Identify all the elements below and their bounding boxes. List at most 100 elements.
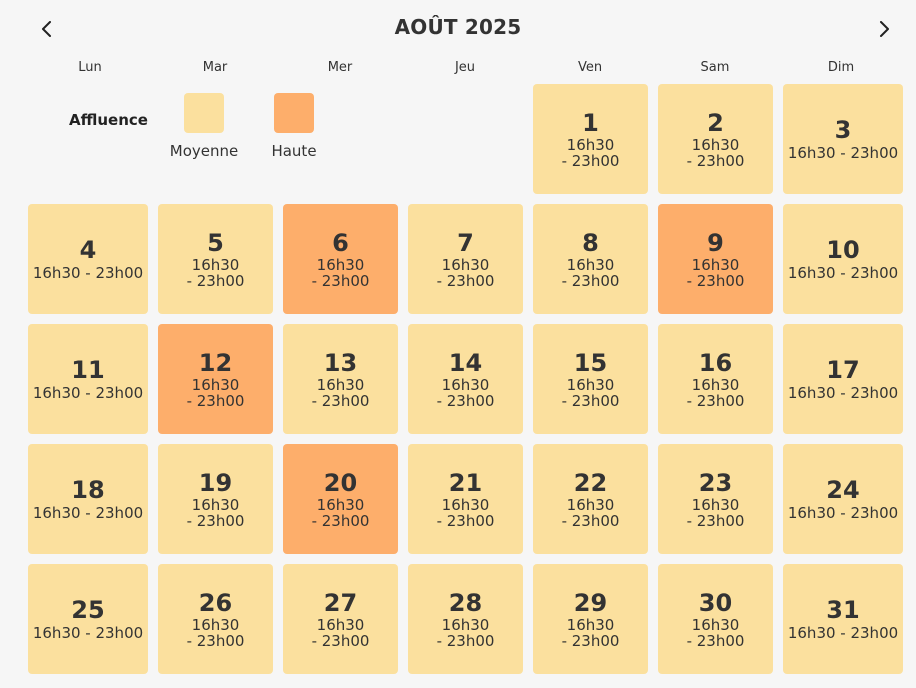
day-number: 6 bbox=[332, 228, 349, 257]
day-hours: 16h30 - 23h00 bbox=[311, 615, 370, 650]
day-hours: 16h30 - 23h00 bbox=[436, 375, 495, 410]
day-number: 31 bbox=[826, 596, 860, 624]
day-hours: 16h30 - 23h00 bbox=[686, 495, 745, 530]
day-number: 10 bbox=[826, 236, 860, 264]
calendar-day-19[interactable]: 19 16h30 - 23h00 bbox=[158, 444, 273, 554]
day-number: 21 bbox=[448, 468, 483, 497]
day-number: 18 bbox=[71, 476, 105, 504]
day-hours: 16h30 - 23h00 bbox=[787, 144, 899, 162]
day-number: 25 bbox=[71, 596, 105, 624]
calendar-day-15[interactable]: 15 16h30 - 23h00 bbox=[533, 324, 648, 434]
day-hours: 16h30 - 23h00 bbox=[561, 135, 620, 170]
day-hours: 16h30 - 23h00 bbox=[186, 615, 245, 650]
day-number: 29 bbox=[573, 588, 608, 617]
calendar-day-30[interactable]: 30 16h30 - 23h00 bbox=[658, 564, 773, 674]
calendar-day-1[interactable]: 1 16h30 - 23h00 bbox=[533, 84, 648, 194]
calendar-day-20[interactable]: 20 16h30 - 23h00 bbox=[283, 444, 398, 554]
day-number: 12 bbox=[198, 348, 233, 377]
day-hours: 16h30 - 23h00 bbox=[32, 264, 144, 282]
day-number: 17 bbox=[826, 356, 860, 384]
day-number: 27 bbox=[323, 588, 358, 617]
day-hours: 16h30 - 23h00 bbox=[561, 255, 620, 290]
day-number: 5 bbox=[207, 228, 224, 257]
day-number: 30 bbox=[698, 588, 733, 617]
day-number: 3 bbox=[834, 116, 852, 144]
calendar-day-28[interactable]: 28 16h30 - 23h00 bbox=[408, 564, 523, 674]
day-number: 23 bbox=[698, 468, 733, 497]
day-hours: 16h30 - 23h00 bbox=[32, 384, 144, 402]
calendar-day-12[interactable]: 12 16h30 - 23h00 bbox=[158, 324, 273, 434]
calendar-day-11[interactable]: 11 16h30 - 23h00 bbox=[28, 324, 148, 434]
day-number: 24 bbox=[826, 476, 860, 504]
calendar-day-6[interactable]: 6 16h30 - 23h00 bbox=[283, 204, 398, 314]
calendar-day-26[interactable]: 26 16h30 - 23h00 bbox=[158, 564, 273, 674]
day-hours: 16h30 - 23h00 bbox=[561, 615, 620, 650]
day-hours: 16h30 - 23h00 bbox=[186, 255, 245, 290]
day-hours: 16h30 - 23h00 bbox=[561, 375, 620, 410]
day-hours: 16h30 - 23h00 bbox=[686, 375, 745, 410]
calendar-day-27[interactable]: 27 16h30 - 23h00 bbox=[283, 564, 398, 674]
day-hours: 16h30 - 23h00 bbox=[32, 504, 144, 522]
calendar-day-24[interactable]: 24 16h30 - 23h00 bbox=[783, 444, 903, 554]
day-hours: 16h30 - 23h00 bbox=[787, 384, 899, 402]
calendar-day-23[interactable]: 23 16h30 - 23h00 bbox=[658, 444, 773, 554]
calendar-day-31[interactable]: 31 16h30 - 23h00 bbox=[783, 564, 903, 674]
day-hours: 16h30 - 23h00 bbox=[311, 255, 370, 290]
calendar-day-2[interactable]: 2 16h30 - 23h00 bbox=[658, 84, 773, 194]
calendar-day-17[interactable]: 17 16h30 - 23h00 bbox=[783, 324, 903, 434]
day-number: 16 bbox=[698, 348, 733, 377]
calendar-day-9[interactable]: 9 16h30 - 23h00 bbox=[658, 204, 773, 314]
weekday-label: Lun bbox=[78, 60, 102, 75]
calendar-day-14[interactable]: 14 16h30 - 23h00 bbox=[408, 324, 523, 434]
legend-title: Affluence bbox=[69, 111, 148, 129]
day-hours: 16h30 - 23h00 bbox=[436, 495, 495, 530]
calendar-day-4[interactable]: 4 16h30 - 23h00 bbox=[28, 204, 148, 314]
day-hours: 16h30 - 23h00 bbox=[311, 495, 370, 530]
day-hours: 16h30 - 23h00 bbox=[686, 615, 745, 650]
calendar-day-18[interactable]: 18 16h30 - 23h00 bbox=[28, 444, 148, 554]
day-number: 8 bbox=[582, 228, 599, 257]
calendar-day-21[interactable]: 21 16h30 - 23h00 bbox=[408, 444, 523, 554]
legend-swatch-high bbox=[274, 93, 314, 133]
calendar-day-10[interactable]: 10 16h30 - 23h00 bbox=[783, 204, 903, 314]
calendar-day-22[interactable]: 22 16h30 - 23h00 bbox=[533, 444, 648, 554]
day-number: 19 bbox=[198, 468, 233, 497]
legend-swatch-medium bbox=[184, 93, 224, 133]
calendar-day-29[interactable]: 29 16h30 - 23h00 bbox=[533, 564, 648, 674]
calendar-day-5[interactable]: 5 16h30 - 23h00 bbox=[158, 204, 273, 314]
calendar-day-3[interactable]: 3 16h30 - 23h00 bbox=[783, 84, 903, 194]
calendar-day-7[interactable]: 7 16h30 - 23h00 bbox=[408, 204, 523, 314]
calendar-header: AOÛT 2025 bbox=[0, 0, 916, 58]
legend-label-medium: Moyenne bbox=[169, 142, 239, 160]
calendar-day-25[interactable]: 25 16h30 - 23h00 bbox=[28, 564, 148, 674]
calendar-day-13[interactable]: 13 16h30 - 23h00 bbox=[283, 324, 398, 434]
day-hours: 16h30 - 23h00 bbox=[186, 495, 245, 530]
weekday-header-row: Lun Mar Mer Jeu Ven Sam Dim bbox=[0, 60, 916, 78]
next-month-button[interactable] bbox=[869, 14, 899, 44]
previous-month-button[interactable] bbox=[32, 14, 62, 44]
day-number: 28 bbox=[448, 588, 483, 617]
calendar-day-8[interactable]: 8 16h30 - 23h00 bbox=[533, 204, 648, 314]
day-number: 1 bbox=[582, 108, 599, 137]
day-hours: 16h30 - 23h00 bbox=[686, 255, 745, 290]
chevron-right-icon bbox=[880, 21, 889, 37]
day-hours: 16h30 - 23h00 bbox=[436, 255, 495, 290]
day-number: 2 bbox=[707, 108, 724, 137]
chevron-left-icon bbox=[42, 21, 51, 37]
weekday-label: Mar bbox=[202, 60, 228, 75]
day-number: 15 bbox=[573, 348, 608, 377]
day-hours: 16h30 - 23h00 bbox=[32, 624, 144, 642]
day-hours: 16h30 - 23h00 bbox=[787, 504, 899, 522]
weekday-label: Ven bbox=[577, 60, 603, 75]
calendar-day-16[interactable]: 16 16h30 - 23h00 bbox=[658, 324, 773, 434]
weekday-label: Sam bbox=[700, 60, 730, 75]
day-number: 26 bbox=[198, 588, 233, 617]
day-number: 22 bbox=[573, 468, 608, 497]
day-hours: 16h30 - 23h00 bbox=[787, 624, 899, 642]
day-number: 9 bbox=[707, 228, 724, 257]
legend-label-high: Haute bbox=[271, 142, 317, 160]
day-number: 13 bbox=[323, 348, 358, 377]
day-number: 20 bbox=[323, 468, 358, 497]
day-number: 14 bbox=[448, 348, 483, 377]
day-hours: 16h30 - 23h00 bbox=[436, 615, 495, 650]
